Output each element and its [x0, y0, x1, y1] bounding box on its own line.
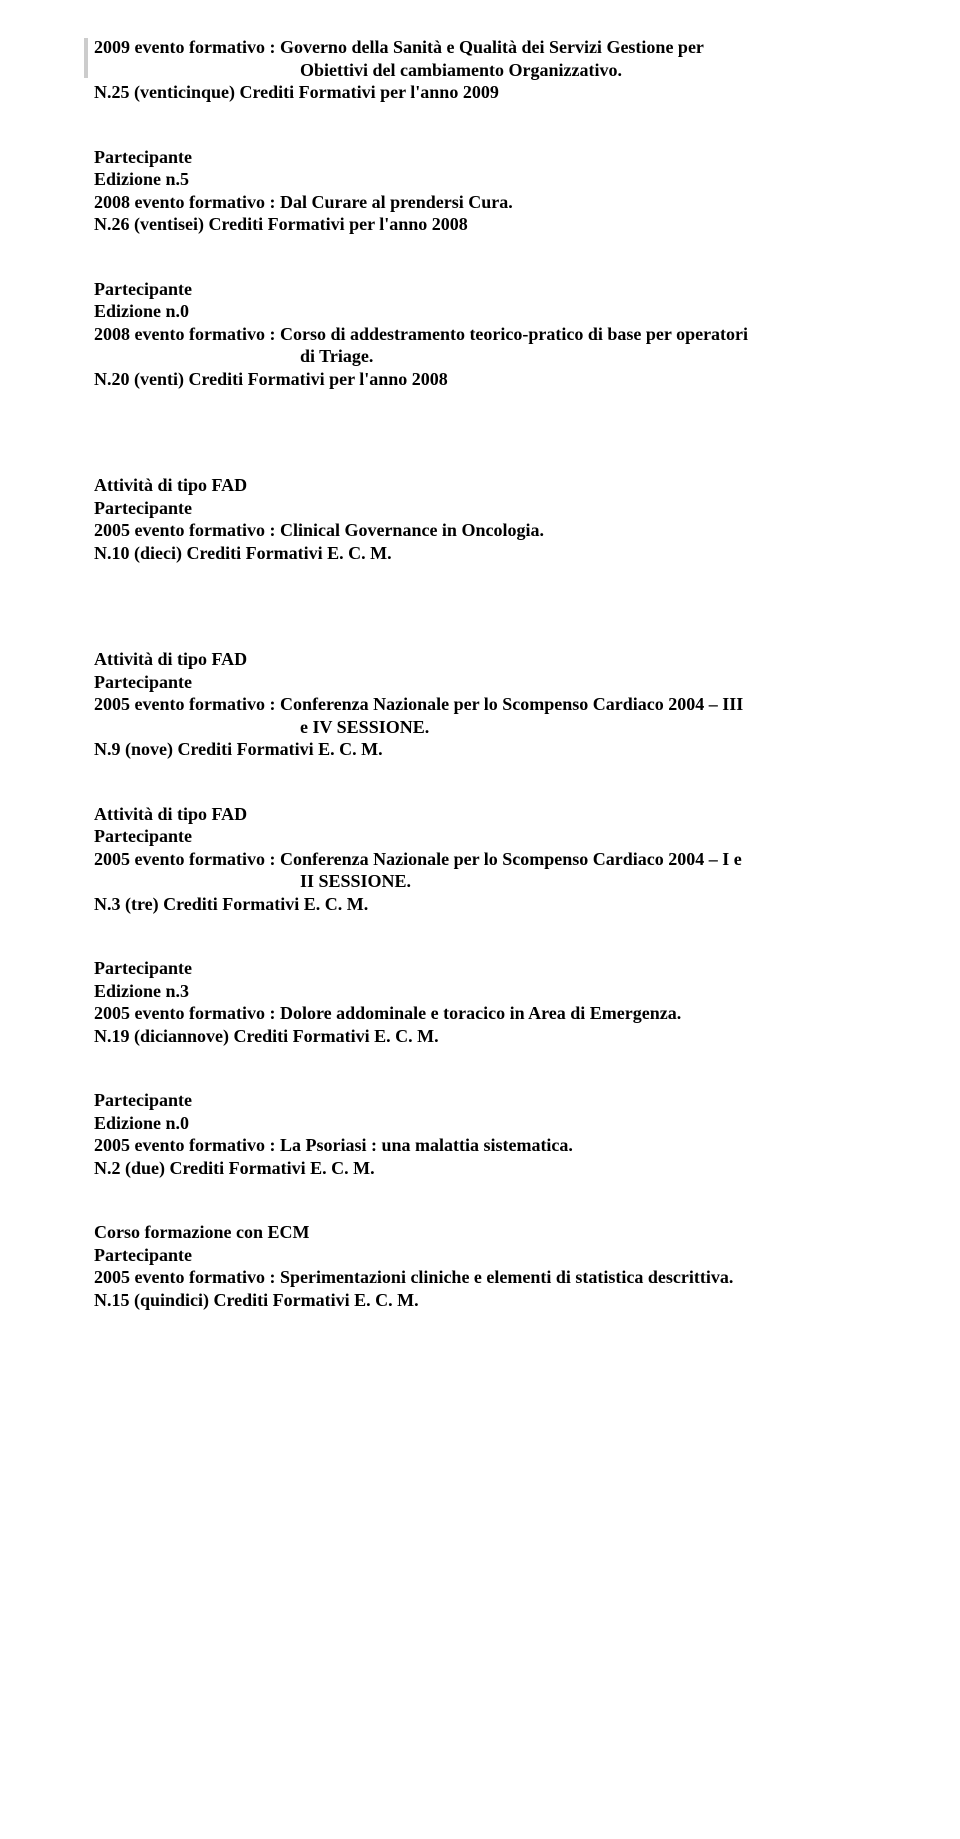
entry-line: 2005 evento formativo : La Psoriasi : un…: [94, 1134, 890, 1157]
entry-4: Attività di tipo FADPartecipante2005 eve…: [94, 648, 890, 761]
entry-line: Attività di tipo FAD: [94, 648, 890, 671]
entry-line: N.9 (nove) Crediti Formativi E. C. M.: [94, 738, 890, 761]
entry-line: Corso formazione con ECM: [94, 1221, 890, 1244]
entry-1: PartecipanteEdizione n.52008 evento form…: [94, 146, 890, 236]
entry-indented-line: Obiettivi del cambiamento Organizzativo.: [94, 59, 890, 82]
entry-line: 2005 evento formativo : Conferenza Nazio…: [94, 848, 890, 871]
entry-line: Partecipante: [94, 278, 890, 301]
entry-line: 2005 evento formativo : Conferenza Nazio…: [94, 693, 890, 716]
entry-line: Partecipante: [94, 957, 890, 980]
entry-8: Corso formazione con ECMPartecipante2005…: [94, 1221, 890, 1311]
entry-6: PartecipanteEdizione n.32005 evento form…: [94, 957, 890, 1047]
entry-2: PartecipanteEdizione n.02008 evento form…: [94, 278, 890, 391]
entry-line: 2009 evento formativo : Governo della Sa…: [94, 36, 890, 59]
entry-line: 2005 evento formativo : Dolore addominal…: [94, 1002, 890, 1025]
entry-line: N.26 (ventisei) Crediti Formativi per l'…: [94, 213, 890, 236]
entry-line: Partecipante: [94, 1244, 890, 1267]
entry-line: Partecipante: [94, 825, 890, 848]
entry-line: N.10 (dieci) Crediti Formativi E. C. M.: [94, 542, 890, 565]
entry-line: Attività di tipo FAD: [94, 803, 890, 826]
entry-line: Partecipante: [94, 1089, 890, 1112]
entry-5: Attività di tipo FADPartecipante2005 eve…: [94, 803, 890, 916]
entry-line: 2005 evento formativo : Sperimentazioni …: [94, 1266, 890, 1289]
entry-line: Edizione n.0: [94, 300, 890, 323]
entry-line: N.20 (venti) Crediti Formativi per l'ann…: [94, 368, 890, 391]
entry-line: Attività di tipo FAD: [94, 474, 890, 497]
entry-indented-line: di Triage.: [94, 345, 890, 368]
entry-line: N.25 (venticinque) Crediti Formativi per…: [94, 81, 890, 104]
entry-line: N.19 (diciannove) Crediti Formativi E. C…: [94, 1025, 890, 1048]
entry-line: 2008 evento formativo : Corso di addestr…: [94, 323, 890, 346]
entry-indented-line: e IV SESSIONE.: [94, 716, 890, 739]
entry-line: Edizione n.3: [94, 980, 890, 1003]
entry-indented-line: II SESSIONE.: [94, 870, 890, 893]
entry-line: Partecipante: [94, 497, 890, 520]
document-body: 2009 evento formativo : Governo della Sa…: [94, 36, 890, 1311]
entry-line: N.3 (tre) Crediti Formativi E. C. M.: [94, 893, 890, 916]
entry-line: Partecipante: [94, 146, 890, 169]
entry-line: 2008 evento formativo : Dal Curare al pr…: [94, 191, 890, 214]
entry-line: Edizione n.0: [94, 1112, 890, 1135]
entry-line: Partecipante: [94, 671, 890, 694]
entry-line: N.2 (due) Crediti Formativi E. C. M.: [94, 1157, 890, 1180]
entry-0: 2009 evento formativo : Governo della Sa…: [94, 36, 890, 104]
entry-line: Edizione n.5: [94, 168, 890, 191]
entry-7: PartecipanteEdizione n.02005 evento form…: [94, 1089, 890, 1179]
entry-line: N.15 (quindici) Crediti Formativi E. C. …: [94, 1289, 890, 1312]
entry-line: 2005 evento formativo : Clinical Governa…: [94, 519, 890, 542]
entry-3: Attività di tipo FADPartecipante2005 eve…: [94, 474, 890, 564]
